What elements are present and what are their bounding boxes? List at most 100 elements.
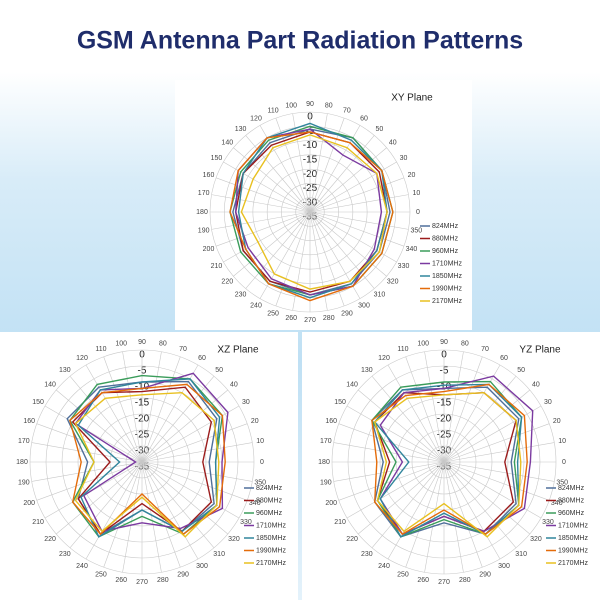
angle-tick-label: 280	[323, 315, 335, 322]
grid-spoke	[443, 376, 517, 463]
angle-tick-label: 0	[260, 459, 264, 466]
grid-spoke	[103, 461, 143, 568]
angle-tick-label: 180	[16, 459, 28, 466]
grid-spoke	[309, 135, 375, 213]
series-line	[74, 391, 220, 538]
grid-spoke	[443, 461, 517, 548]
grid-spoke	[371, 376, 445, 463]
angle-tick-label: 20	[251, 418, 259, 425]
grid-spoke	[333, 461, 445, 482]
angle-tick-label: 170	[320, 438, 332, 445]
angle-tick-label: 130	[59, 367, 71, 374]
angle-tick-label: 350	[556, 480, 568, 487]
series-line	[379, 375, 534, 535]
grid-spoke	[245, 211, 311, 289]
series-line	[373, 391, 522, 538]
legend-label: 2170MHz	[558, 560, 588, 567]
legend-label: 1850MHz	[256, 535, 286, 542]
legend-label: 824MHz	[558, 485, 585, 492]
angle-tick-label: 200	[23, 500, 35, 507]
angle-tick-label: 70	[179, 346, 187, 353]
angle-tick-label: 100	[417, 341, 429, 348]
grid-spoke	[31, 461, 143, 482]
angle-tick-label: 220	[346, 536, 358, 543]
grid-spoke	[371, 461, 445, 548]
grid-spoke	[443, 461, 555, 482]
grid-spoke	[56, 461, 143, 535]
plot-title: YZ Plane	[519, 345, 561, 356]
angle-tick-label: 230	[59, 551, 71, 558]
angle-tick-label: 310	[515, 551, 527, 558]
angle-tick-label: 30	[242, 399, 250, 406]
angle-tick-label: 210	[334, 519, 346, 526]
grid-spoke	[346, 405, 445, 463]
angle-tick-label: 330	[542, 519, 554, 526]
grid-spoke	[233, 147, 311, 213]
legend-label: 1850MHz	[558, 535, 588, 542]
grid-spoke	[141, 461, 162, 573]
angle-tick-label: 230	[361, 551, 373, 558]
grid-spoke	[443, 389, 530, 463]
angle-tick-label: 80	[461, 341, 469, 348]
grid-spoke	[141, 351, 162, 463]
page-title: GSM Antenna Part Radiation Patterns	[77, 27, 523, 55]
grid-spoke	[85, 364, 143, 463]
angle-tick-label: 110	[397, 346, 408, 353]
angle-tick-label: 320	[228, 536, 240, 543]
angle-tick-label: 320	[387, 278, 399, 285]
grid-spoke	[309, 211, 328, 311]
grid-spoke	[309, 147, 387, 213]
angle-tick-label: 310	[374, 292, 386, 299]
angle-tick-label: 170	[198, 190, 210, 197]
legend-label: 1850MHz	[432, 273, 462, 280]
angle-tick-label: 340	[249, 500, 261, 507]
grid-spoke	[387, 364, 445, 463]
angle-tick-label: 270	[136, 579, 148, 586]
grid-spoke	[309, 211, 405, 247]
angle-tick-label: 120	[76, 355, 88, 362]
grid-spoke	[309, 177, 405, 213]
angle-tick-label: 50	[376, 126, 384, 133]
grid-spoke	[443, 442, 555, 463]
angle-tick-label: 40	[532, 382, 540, 389]
angle-tick-label: 10	[256, 438, 264, 445]
legend-label: 960MHz	[432, 248, 459, 255]
angle-tick-label: 150	[334, 399, 346, 406]
grid-spoke	[211, 194, 311, 213]
angle-tick-label: 50	[517, 367, 525, 374]
angle-tick-label: 100	[285, 102, 297, 109]
angle-tick-label: 350	[411, 228, 423, 235]
angle-tick-label: 80	[159, 341, 167, 348]
angle-tick-label: 10	[558, 438, 566, 445]
series-line	[237, 122, 388, 299]
angle-tick-label: 0	[416, 209, 420, 216]
angle-tick-label: 260	[285, 315, 297, 322]
grid-spoke	[44, 405, 143, 463]
angle-tick-label: 20	[553, 418, 561, 425]
grid-spoke	[223, 211, 311, 263]
grid-spoke	[358, 461, 445, 535]
grid-spoke	[103, 356, 143, 463]
angle-tick-label: 250	[397, 572, 409, 579]
series-line	[69, 383, 226, 536]
angle-tick-label: 300	[358, 302, 370, 309]
legend-label: 880MHz	[432, 235, 459, 242]
angle-tick-label: 210	[32, 519, 44, 526]
grid-spoke	[141, 442, 253, 463]
angle-tick-label: 50	[215, 367, 223, 374]
angle-tick-label: 200	[325, 500, 337, 507]
grid-spoke	[141, 461, 215, 548]
grid-spoke	[85, 461, 143, 560]
grid-spoke	[443, 461, 530, 535]
grid-spoke	[31, 442, 143, 463]
angle-tick-label: 270	[438, 579, 450, 586]
angle-tick-label: 230	[235, 292, 247, 299]
legend-label: 824MHz	[432, 223, 459, 230]
angle-tick-label: 220	[221, 278, 233, 285]
angle-tick-label: 140	[221, 139, 233, 146]
series-line	[371, 383, 528, 535]
grid-spoke	[333, 442, 445, 463]
legend-label: 824MHz	[256, 485, 283, 492]
grid-spoke	[141, 461, 253, 482]
